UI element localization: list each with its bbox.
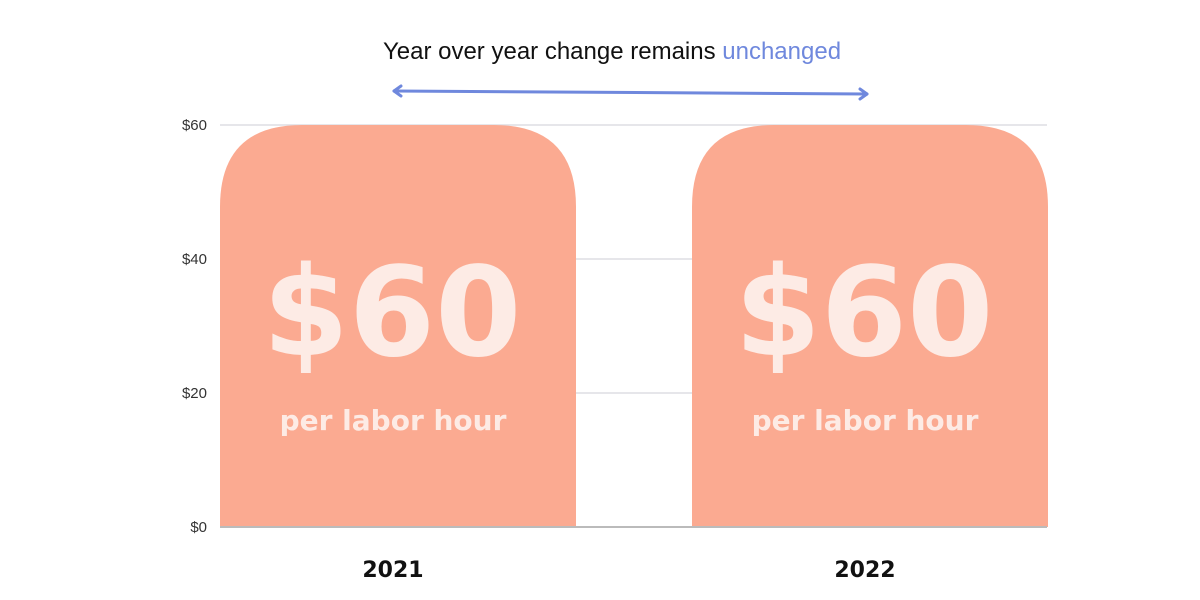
x-tick-label: 2022 [834,558,895,583]
y-tick-label: $60 [182,117,207,134]
title-text: Year over year change remains [383,38,722,65]
bar-mark [220,125,576,527]
arrow-head-left [392,84,403,98]
bar-value-label: $60 [263,241,522,385]
bar-2021: $60 per labor hour 2021 [220,125,576,583]
double-arrow-annotation [392,84,869,101]
arrow-shaft [392,89,869,96]
title-highlight: unchanged [722,38,841,65]
bar-sublabel: per labor hour [752,404,979,437]
bar-sublabel: per labor hour [280,404,507,437]
y-tick-label: $0 [190,519,207,536]
y-tick-label: $40 [182,251,207,268]
y-tick-label: $20 [182,385,207,402]
bar-mark [692,125,1048,527]
bar-2022: $60 per labor hour 2022 [692,125,1048,583]
y-axis-ticks: $0 $20 $40 $60 [182,117,207,536]
chart-title: Year over year change remains unchanged [383,38,841,65]
x-tick-label: 2021 [362,558,423,583]
bars: $60 per labor hour 2021 $60 per labor hour 20… [220,125,1048,583]
bar-value-label: $60 [735,241,994,385]
arrow-head-right [858,87,869,101]
